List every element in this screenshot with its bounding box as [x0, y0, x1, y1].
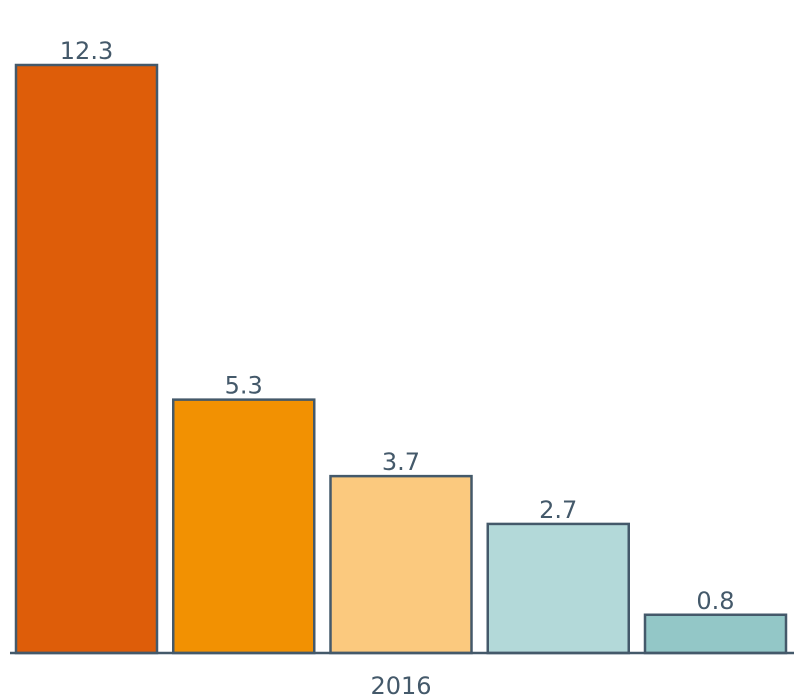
bar-4 [486, 522, 630, 655]
bars-group [14, 63, 788, 655]
bar-3 [329, 474, 473, 655]
value-label-3: 3.7 [382, 448, 420, 476]
x-tick-label: 2016 [370, 672, 431, 700]
bar-2 [172, 398, 316, 655]
bar-5 [643, 613, 788, 655]
bar-1 [14, 63, 159, 655]
value-label-2: 5.3 [225, 372, 263, 400]
value-label-5: 0.8 [696, 587, 734, 615]
value-labels-group: 12.3 5.3 3.7 2.7 0.8 [60, 37, 735, 615]
value-label-4: 2.7 [539, 496, 577, 524]
value-label-1: 12.3 [60, 37, 113, 65]
